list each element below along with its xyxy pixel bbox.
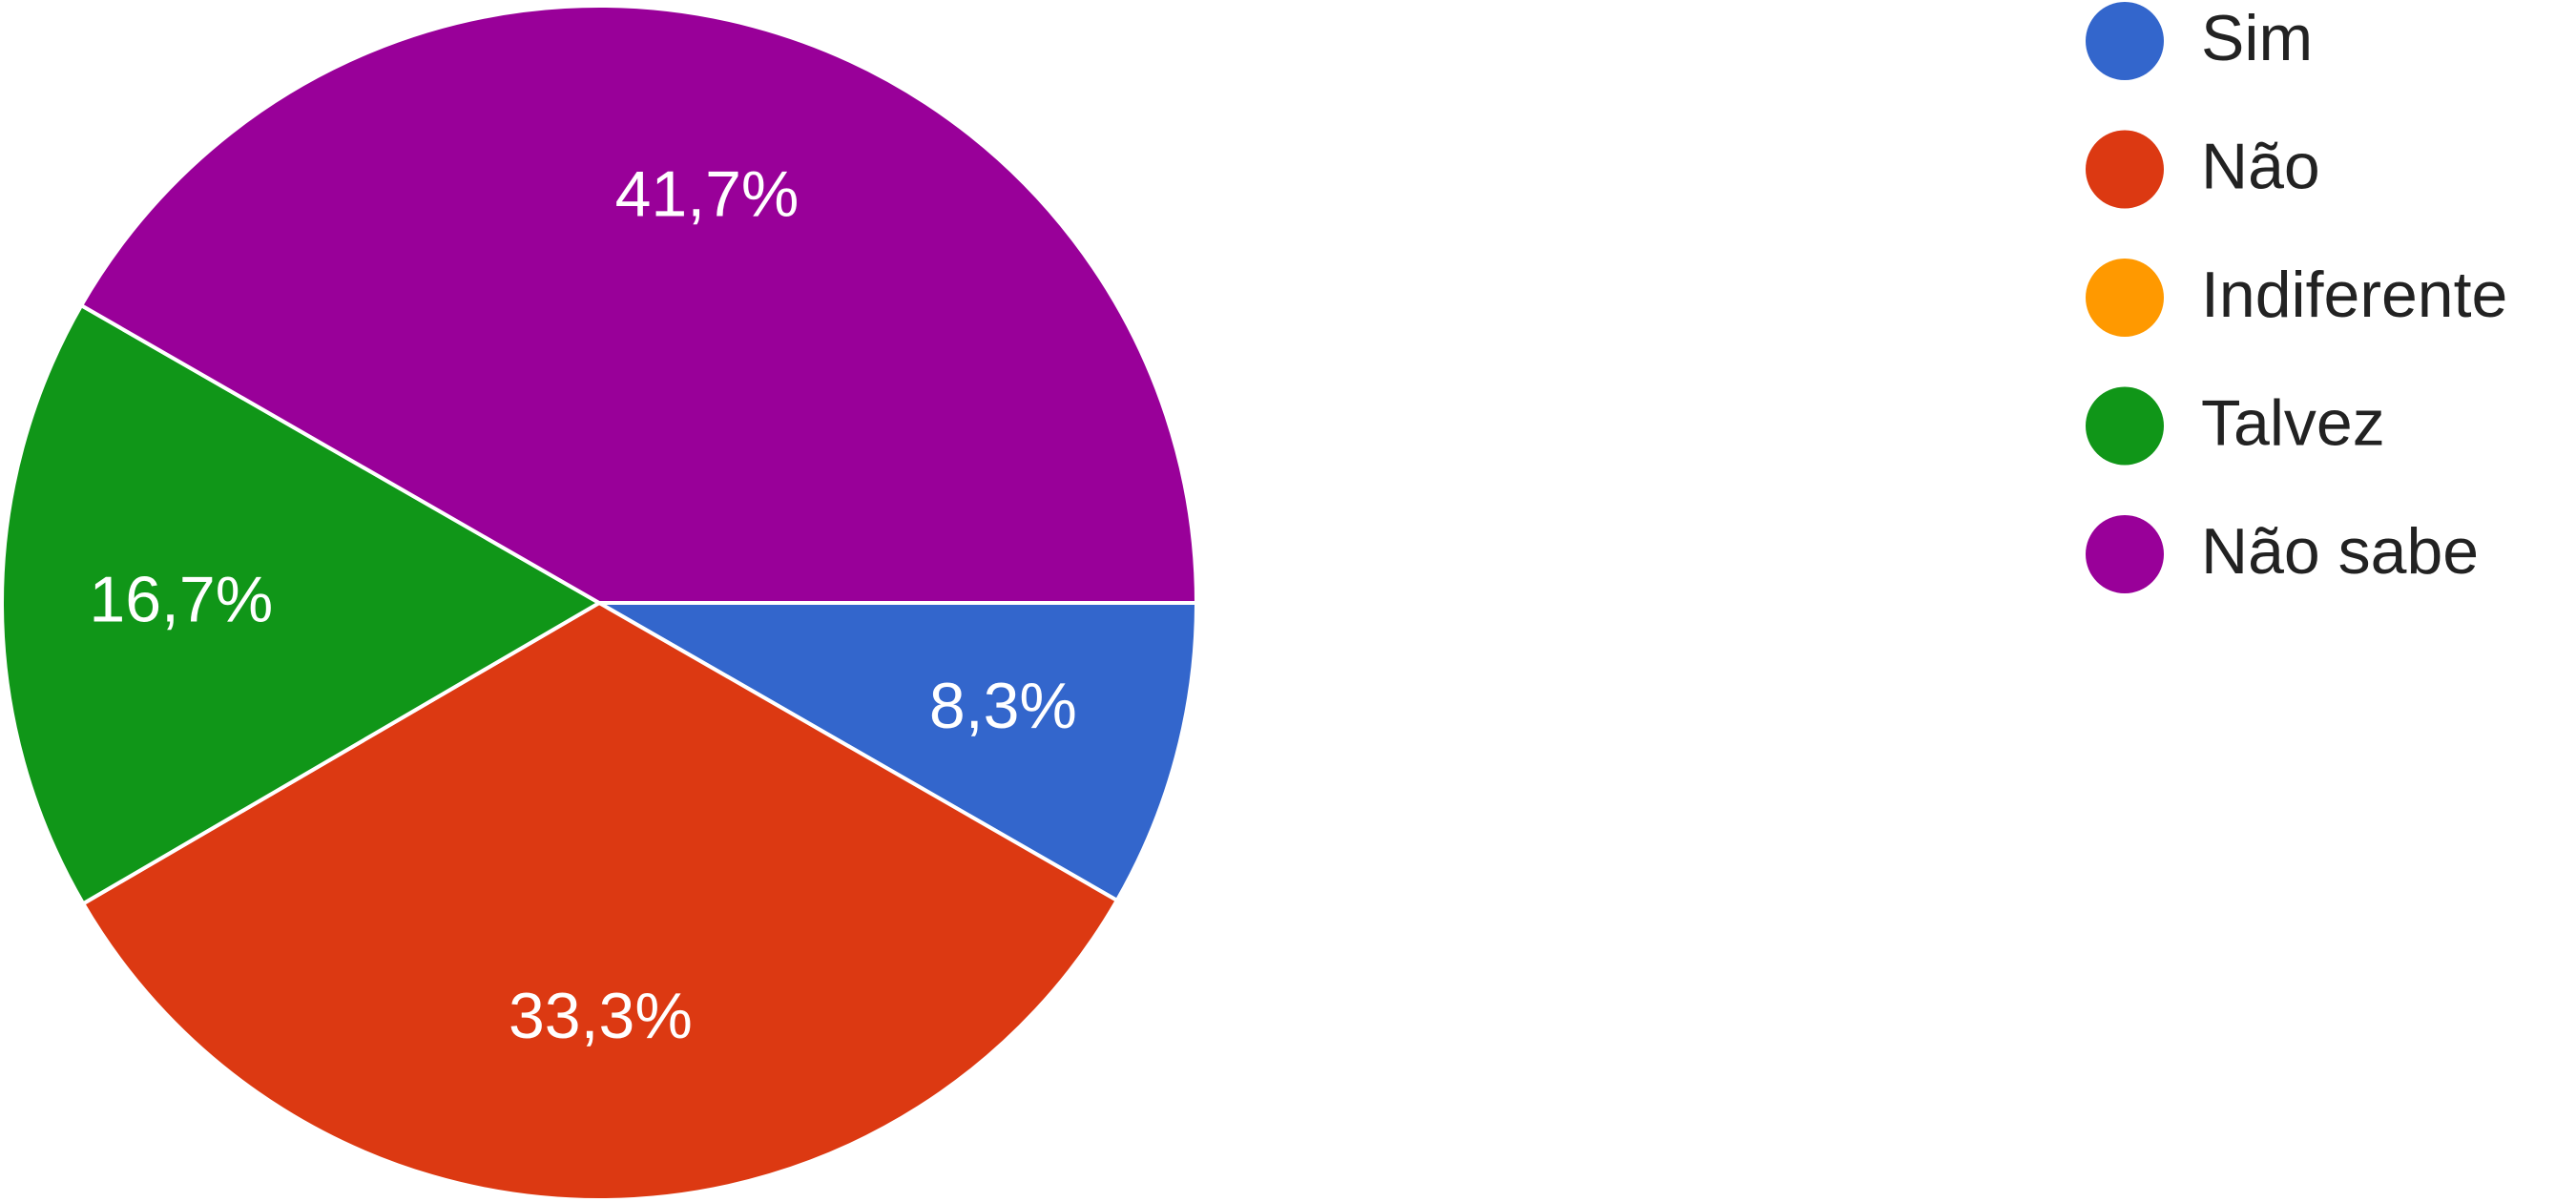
pie-slice — [78, 4, 1199, 605]
legend-swatch — [2086, 130, 2164, 209]
slice-label: 8,3% — [929, 670, 1077, 742]
legend-swatch — [2086, 515, 2164, 593]
slice-label: 33,3% — [509, 980, 693, 1052]
legend-label: Sim — [2201, 2, 2313, 74]
slice-label: 16,7% — [89, 563, 273, 635]
legend-label: Não — [2201, 130, 2320, 202]
legend-swatch — [2086, 259, 2164, 337]
legend-label: Não sabe — [2201, 515, 2479, 588]
pie-slice — [80, 600, 1120, 1202]
slice-label: 41,7% — [615, 158, 800, 231]
pie-slice — [0, 302, 603, 907]
legend-label: Indiferente — [2201, 259, 2507, 331]
pie-slice — [592, 601, 1199, 903]
legend-swatch — [2086, 2, 2164, 80]
legend-label: Talvez — [2201, 386, 2385, 459]
legend-swatch — [2086, 386, 2164, 466]
